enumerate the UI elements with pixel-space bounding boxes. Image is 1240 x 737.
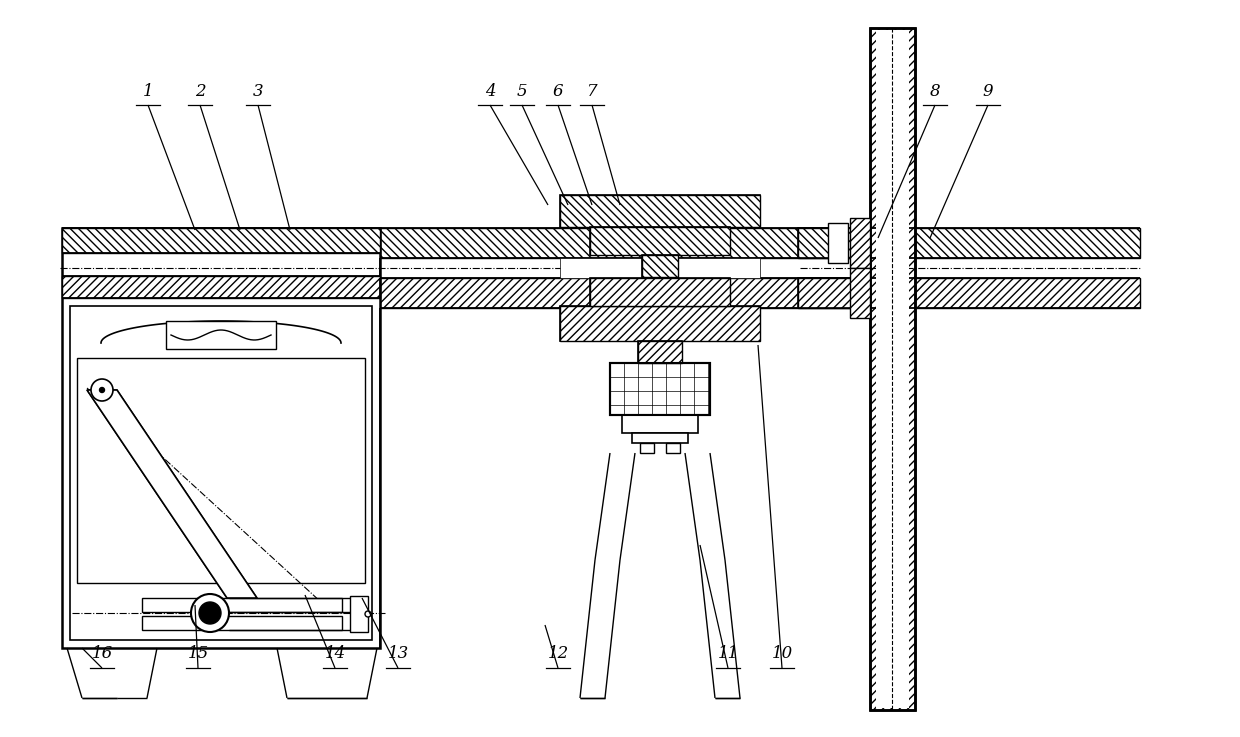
Ellipse shape [91, 379, 113, 401]
Bar [642, 255, 678, 277]
Bar [560, 258, 760, 278]
Bar [62, 228, 379, 648]
Text: 15: 15 [187, 646, 208, 663]
Text: 13: 13 [387, 646, 409, 663]
Text: 16: 16 [92, 646, 113, 663]
Text: 9: 9 [982, 83, 993, 99]
Bar [870, 28, 915, 710]
Ellipse shape [191, 594, 229, 632]
Polygon shape [87, 390, 257, 598]
Bar [849, 218, 870, 268]
Bar [560, 195, 760, 227]
Polygon shape [87, 390, 257, 598]
Bar [849, 268, 870, 318]
Bar [622, 415, 698, 433]
Bar [870, 28, 915, 710]
Text: 14: 14 [325, 646, 346, 663]
Bar [640, 443, 653, 453]
Bar [62, 276, 379, 298]
Bar [610, 363, 711, 415]
Text: 2: 2 [195, 83, 206, 99]
Ellipse shape [365, 611, 371, 617]
Text: 10: 10 [771, 646, 792, 663]
Bar [560, 306, 760, 341]
Ellipse shape [198, 602, 221, 624]
Text: 8: 8 [930, 83, 940, 99]
Bar [143, 616, 342, 630]
Text: 1: 1 [143, 83, 154, 99]
Bar [632, 433, 688, 443]
Bar [828, 223, 848, 263]
Ellipse shape [99, 388, 104, 393]
Bar [62, 228, 379, 253]
Bar [610, 363, 711, 415]
Text: 3: 3 [253, 83, 263, 99]
Bar [590, 227, 730, 255]
Bar [77, 358, 365, 583]
Bar [870, 28, 915, 710]
Bar [590, 278, 730, 306]
Bar [560, 195, 760, 227]
Bar [379, 278, 1140, 308]
Bar [666, 443, 680, 453]
Bar [143, 598, 342, 612]
Bar [69, 306, 372, 640]
Bar [799, 228, 870, 258]
Bar [799, 278, 870, 308]
Bar [639, 341, 682, 363]
Bar [166, 321, 277, 349]
Text: 11: 11 [718, 646, 739, 663]
Bar [590, 227, 730, 255]
Text: 6: 6 [553, 83, 563, 99]
Text: 4: 4 [485, 83, 495, 99]
Bar [350, 596, 368, 632]
Bar [379, 228, 1140, 258]
Text: 5: 5 [517, 83, 527, 99]
Text: 12: 12 [547, 646, 569, 663]
Bar [560, 306, 760, 341]
Bar [875, 30, 909, 708]
Bar [642, 255, 678, 277]
Bar [639, 341, 682, 363]
Bar [590, 278, 730, 306]
Bar [799, 228, 870, 258]
Text: 7: 7 [587, 83, 598, 99]
Bar [799, 278, 870, 308]
